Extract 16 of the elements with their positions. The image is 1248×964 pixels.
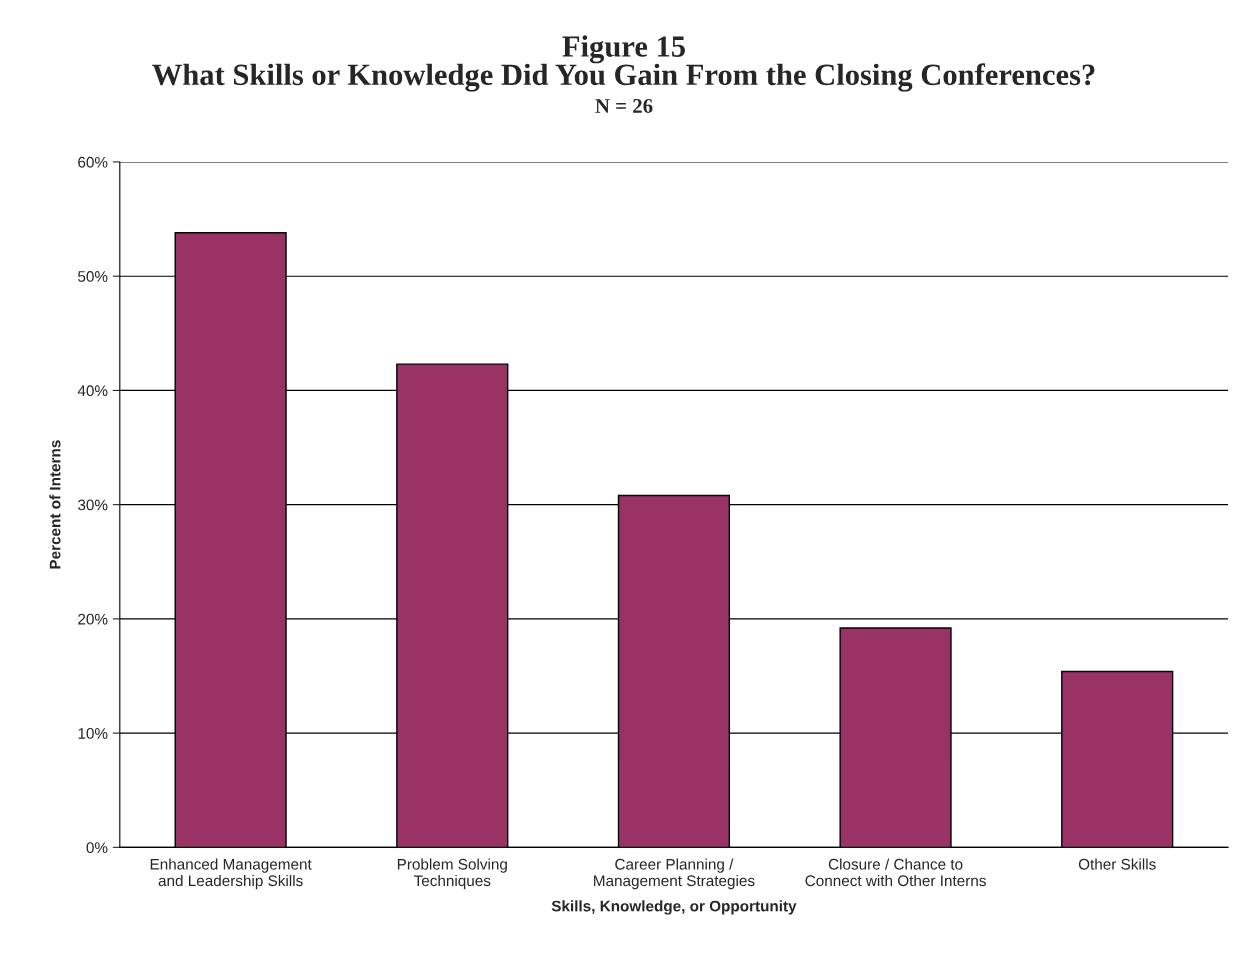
y-axis-title: Percent of Interns [49,440,61,569]
x-axis-title: Skills, Knowledge, or Opportunity [551,900,797,915]
x-tick-label: Enhanced Management and Leadership Skills [150,858,312,890]
y-tick-label: 40% [77,385,108,397]
x-tick-label: Career Planning / Management Strategies [594,858,755,890]
y-tick-label: 20% [78,613,108,625]
y-tick-label: 50% [78,271,108,282]
chart-title: Figure 15 What Skills or Knowledge Did You Gain From the Closing Conferences? [152,35,1095,92]
y-tick-label: 0% [86,842,108,854]
chart-subtitle: N = 26 [595,98,653,113]
y-tick-label: 60% [78,156,108,168]
y-tick-label: 30% [78,499,108,511]
x-tick-label: Problem Solving Techniques [397,858,507,890]
y-tick-label: 10% [78,727,108,739]
x-tick-label: Closure / Chance to Connect with Other Interns [805,858,986,887]
x-tick-label: Other Skills [1078,858,1156,870]
